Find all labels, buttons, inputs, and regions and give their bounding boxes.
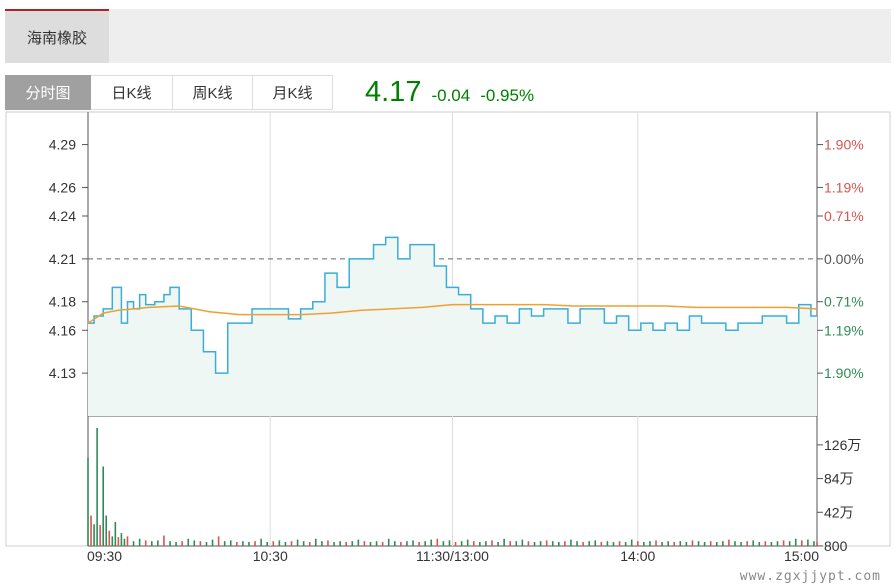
volume-bars (87, 428, 818, 546)
y-tick-label: 4.24 (49, 208, 76, 224)
quote-summary: 4.17 -0.04 -0.95% (365, 75, 534, 110)
x-tick-label: 15:00 (784, 548, 819, 564)
stock-name-tab[interactable]: 海南橡胶 (5, 9, 109, 63)
tab-intraday[interactable]: 分时图 (5, 75, 91, 110)
axis-labels: 4.29 4.26 4.24 4.21 4.18 4.16 4.13 1.90% 1.19% 0.… (49, 137, 864, 564)
y-tick-label-percent: 0.00% (824, 251, 864, 267)
y-tick-label-percent: 1.90% (824, 365, 864, 381)
y-tick-label: 4.16 (49, 322, 76, 338)
y-tick-label-percent: 1.19% (824, 179, 864, 195)
price-change-percent: -0.95% (480, 86, 535, 105)
y-tick-label: 4.21 (49, 251, 76, 267)
watermark: www.zgxjjypt.com (739, 569, 881, 584)
volume-tick-label: 126万 (824, 437, 861, 453)
current-price: 4.17 (365, 76, 422, 108)
y-tick-label: 4.13 (49, 365, 76, 381)
x-tick-label: 09:30 (87, 548, 122, 564)
stock-header-bar: 海南橡胶 (5, 9, 891, 63)
x-tick-label: 11:30/13:00 (416, 548, 489, 564)
price-lines (87, 236, 818, 374)
chart-tabs: 分时图 日K线 周K线 月K线 (5, 75, 333, 110)
volume-tick-label: 42万 (824, 504, 854, 520)
tab-daily-k[interactable]: 日K线 (91, 75, 173, 110)
y-tick-label: 4.18 (49, 294, 76, 310)
y-tick-label-percent: 0.71% (824, 294, 864, 310)
x-tick-label: 10:30 (253, 548, 288, 564)
y-tick-label: 4.29 (49, 137, 76, 153)
y-tick-label-percent: 0.71% (824, 208, 864, 224)
tab-weekly-k[interactable]: 周K线 (173, 75, 253, 110)
price-line (88, 236, 817, 374)
volume-tick-label: 800 (824, 538, 848, 554)
avg-price-line (87, 303, 818, 324)
volume-tick-label: 84万 (824, 471, 854, 487)
y-tick-label: 4.26 (49, 179, 76, 195)
price-change: -0.04 (431, 86, 471, 105)
y-tick-label-percent: 1.19% (824, 322, 864, 338)
price-area (88, 237, 817, 416)
y-tick-label-percent: 1.90% (824, 137, 864, 153)
tab-monthly-k[interactable]: 月K线 (253, 75, 333, 110)
price-area-fill (88, 237, 817, 416)
x-tick-label: 14:00 (620, 548, 655, 564)
